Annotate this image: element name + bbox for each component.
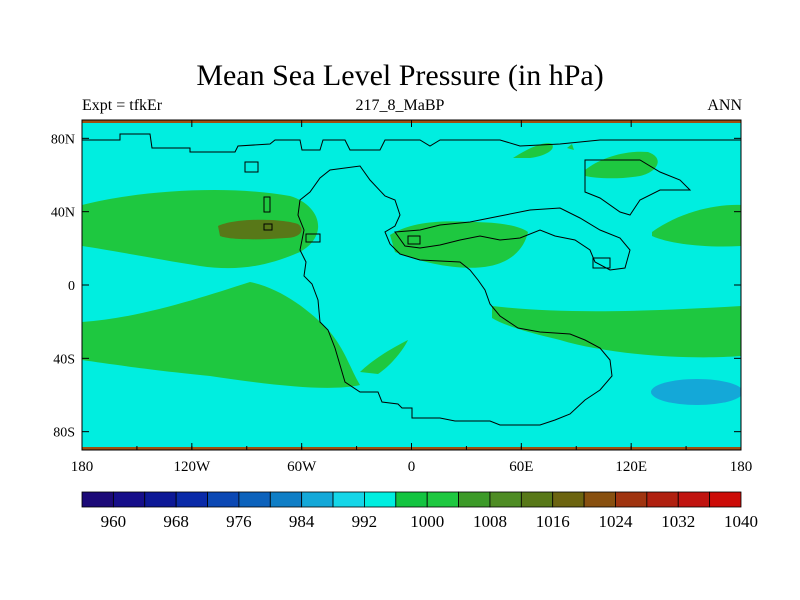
colorbar-box <box>364 491 397 508</box>
high-pressure-band-asia <box>390 221 528 268</box>
colorbar-label: 968 <box>163 512 189 531</box>
asia-outline <box>394 207 631 271</box>
lon-tick-label: 180 <box>71 459 94 475</box>
colorbar-box <box>301 491 334 508</box>
map-plot-area <box>82 120 741 450</box>
high-pressure-core <box>218 219 302 240</box>
colorbar-box <box>144 491 177 508</box>
lat-tick-label: 0 <box>68 279 75 294</box>
lat-tick-label: 40N <box>51 206 75 221</box>
colorbar-label: 984 <box>289 512 315 531</box>
high-pressure-arctic-1 <box>513 143 553 158</box>
experiment-label: Expt = tfkEr <box>82 97 163 114</box>
season-label: ANN <box>707 97 742 114</box>
colorbar-label: 960 <box>101 512 127 531</box>
colorbar-label: 1008 <box>473 512 507 531</box>
island-4 <box>305 233 321 243</box>
colorbar: 960 968 976 984 992 1000 1008 1016 1024 1032 1040 <box>81 491 758 531</box>
colorbar-box <box>520 491 554 508</box>
colorbar-box <box>458 491 491 508</box>
lon-tick-label: 120E <box>615 459 647 475</box>
colorbar-box <box>175 491 208 508</box>
high-pressure-band-north-west <box>82 190 319 269</box>
colorbar-box <box>426 491 459 508</box>
colorbar-box <box>332 491 365 508</box>
high-pressure-band-north-east <box>652 204 741 247</box>
lon-tick-label: 60E <box>509 459 533 475</box>
run-id-label: 217_8_MaBP <box>355 97 445 114</box>
island-1 <box>244 161 259 173</box>
east-asia-outline <box>584 159 692 216</box>
colorbar-box <box>81 491 114 508</box>
colorbar-box <box>112 491 146 508</box>
high-pressure-band-south-east <box>492 306 741 358</box>
lat-tick-label: 80S <box>53 426 75 441</box>
axis-ticks: 180 120W 60W 0 60E 120E 180 80N 40N 0 40S 80S <box>51 120 752 475</box>
colorbar-box <box>489 491 522 508</box>
colorbar-box <box>709 491 742 508</box>
high-pressure-arctic-2 <box>585 151 658 179</box>
lat-tick-label: 40S <box>53 352 75 367</box>
chart-title: Mean Sea Level Pressure (in hPa) <box>196 59 604 92</box>
colorbar-label: 992 <box>352 512 378 531</box>
colorbar-box <box>395 491 428 508</box>
island-2 <box>263 196 271 213</box>
colorbar-label: 1024 <box>598 512 633 531</box>
colorbar-label: 1000 <box>410 512 444 531</box>
coastlines <box>82 133 741 426</box>
colorbar-box <box>677 491 711 508</box>
colorbar-label: 1040 <box>724 512 758 531</box>
colorbar-box <box>552 491 585 508</box>
colorbar-box <box>207 491 240 508</box>
lat-tick-label: 80N <box>51 132 75 147</box>
colorbar-label: 1032 <box>661 512 695 531</box>
colorbar-box <box>269 491 303 508</box>
colorbar-box <box>646 491 679 508</box>
colorbar-label: 1016 <box>536 512 570 531</box>
lon-tick-label: 180 <box>730 459 753 475</box>
colorbar-box <box>615 491 648 508</box>
colorbar-box <box>238 491 271 508</box>
high-pressure-arctic-3 <box>567 144 574 150</box>
island-5 <box>407 235 421 245</box>
lon-tick-label: 60W <box>287 459 317 475</box>
lon-tick-label: 120W <box>173 459 211 475</box>
lon-tick-label: 0 <box>408 459 416 475</box>
low-pressure-cell <box>651 379 741 405</box>
continent-outline <box>297 165 613 426</box>
high-pressure-band-south-mid <box>360 340 408 374</box>
colorbar-label: 976 <box>226 512 252 531</box>
island-6 <box>592 257 611 269</box>
island-3 <box>263 223 273 231</box>
arctic-coast <box>82 133 741 153</box>
high-pressure-band-south-west <box>82 282 360 388</box>
colorbar-box <box>583 491 616 508</box>
